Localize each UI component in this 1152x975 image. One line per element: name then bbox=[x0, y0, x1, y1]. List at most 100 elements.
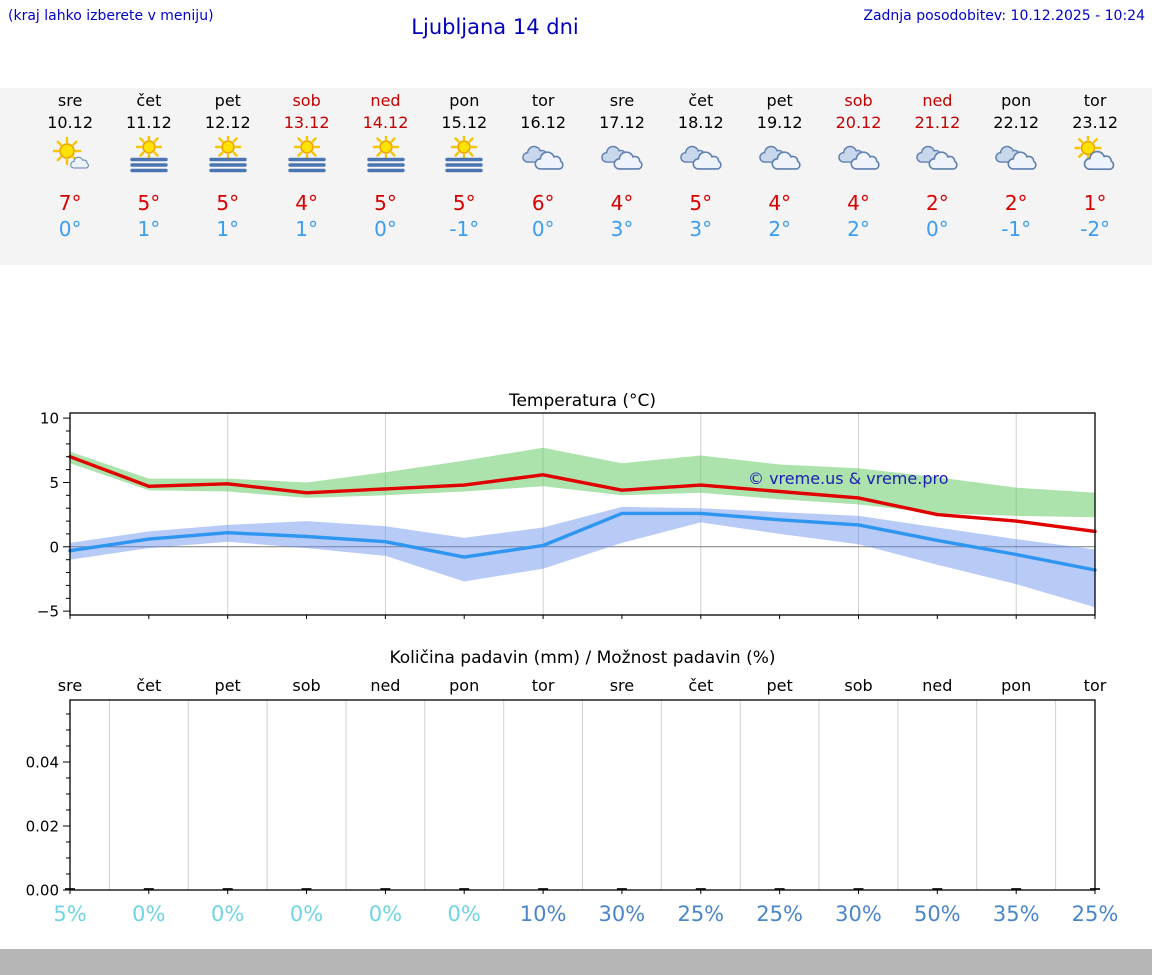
day-name: pet bbox=[214, 91, 241, 110]
low-temp: 0° bbox=[58, 217, 82, 241]
day-name: ned bbox=[922, 91, 953, 110]
cloudy-icon bbox=[977, 136, 1056, 182]
precip-probability: 0% bbox=[211, 902, 245, 926]
day-name: pon bbox=[1001, 91, 1032, 110]
forecast-day-column[interactable]: pet 19.12 4° 2° bbox=[740, 90, 819, 242]
svg-text:5: 5 bbox=[49, 474, 59, 492]
precip-probability: 30% bbox=[598, 902, 646, 926]
day-date: 10.12 bbox=[47, 113, 93, 132]
day-date: 18.12 bbox=[677, 113, 724, 132]
precip-probability: 25% bbox=[1071, 902, 1119, 926]
low-temp: 2° bbox=[847, 217, 870, 241]
day-name: pet bbox=[766, 91, 793, 110]
high-temp: 5° bbox=[374, 191, 397, 215]
mostly-sunny-icon bbox=[31, 136, 110, 182]
forecast-day-column[interactable]: pon 22.12 2° -1° bbox=[977, 90, 1056, 242]
precip-day-label: sre bbox=[609, 676, 635, 695]
day-date: 11.12 bbox=[125, 113, 172, 132]
precip-day-label: čet bbox=[136, 676, 162, 695]
forecast-day-column[interactable]: sob 13.12 4° 1° bbox=[267, 90, 346, 242]
day-name: sre bbox=[57, 91, 83, 110]
high-temp: 7° bbox=[58, 191, 82, 215]
precipitation-chart: 0.00 0.02 0.04 bbox=[26, 699, 1100, 900]
day-date: 21.12 bbox=[914, 113, 961, 132]
forecast-day-column[interactable]: čet 18.12 5° 3° bbox=[661, 90, 740, 242]
day-name: ned bbox=[370, 91, 401, 110]
menu-note: (kraj lahko izberete v meniju) bbox=[8, 8, 214, 24]
day-date: 14.12 bbox=[362, 113, 409, 132]
precip-probability: 50% bbox=[913, 902, 961, 926]
precip-day-label: ned bbox=[922, 676, 953, 695]
sun-fog-icon bbox=[267, 136, 346, 182]
cloudy-icon bbox=[819, 136, 898, 182]
cloudy-icon bbox=[661, 136, 740, 182]
precip-day-label: sob bbox=[844, 676, 873, 695]
low-temp: -1° bbox=[1001, 217, 1032, 241]
day-date: 13.12 bbox=[283, 113, 330, 132]
day-date: 16.12 bbox=[520, 113, 567, 132]
high-temp: 5° bbox=[137, 191, 161, 215]
bottom-bar bbox=[0, 949, 1152, 975]
day-name: tor bbox=[1083, 91, 1107, 110]
precip-day-label: pon bbox=[449, 676, 480, 695]
precip-day-label: pet bbox=[766, 676, 793, 695]
watermark: © vreme.us & vreme.pro bbox=[748, 469, 949, 488]
svg-text:0.00: 0.00 bbox=[26, 882, 59, 900]
forecast-day-column[interactable]: ned 14.12 5° 0° bbox=[346, 90, 425, 242]
cloudy-icon bbox=[740, 136, 819, 182]
day-name: sre bbox=[609, 91, 635, 110]
day-date: 23.12 bbox=[1072, 113, 1118, 132]
cloudy-icon bbox=[583, 136, 662, 182]
forecast-day-column[interactable]: tor 16.12 6° 0° bbox=[504, 90, 583, 242]
svg-text:0.04: 0.04 bbox=[26, 754, 59, 772]
forecast-strip: sre 10.12 7° 0° čet 11.12 5° 1° pet 12.12 5° 1° sob 1… bbox=[0, 88, 1152, 265]
low-temp: 0° bbox=[374, 217, 397, 241]
cloudy-icon bbox=[504, 136, 583, 182]
forecast-day-column[interactable]: sre 10.12 7° 0° bbox=[31, 90, 110, 242]
sun-fog-icon bbox=[425, 136, 504, 182]
day-date: 19.12 bbox=[756, 113, 803, 132]
day-name: čet bbox=[136, 91, 162, 110]
forecast-day-column[interactable]: ned 21.12 2° 0° bbox=[898, 90, 977, 242]
precipitation-chart-title: Količina padavin (mm) / Možnost padavin … bbox=[389, 648, 776, 668]
precip-probability: 0% bbox=[368, 902, 403, 926]
low-temp: 1° bbox=[137, 217, 161, 241]
sun-fog-icon bbox=[109, 136, 188, 182]
svg-text:0: 0 bbox=[49, 538, 59, 556]
low-temp: 0° bbox=[926, 217, 949, 241]
forecast-day-column[interactable]: sre 17.12 4° 3° bbox=[583, 90, 662, 242]
svg-text:−5: −5 bbox=[37, 603, 59, 621]
partly-cloudy-icon bbox=[1056, 136, 1135, 182]
high-temp: 6° bbox=[531, 191, 555, 215]
high-temp: 5° bbox=[689, 191, 713, 215]
precip-probability: 0% bbox=[132, 902, 166, 926]
high-temp: 4° bbox=[847, 191, 870, 215]
forecast-day-column[interactable]: pet 12.12 5° 1° bbox=[188, 90, 267, 242]
svg-text:0.02: 0.02 bbox=[26, 818, 59, 836]
precip-day-label: čet bbox=[688, 676, 714, 695]
day-name: pon bbox=[449, 91, 480, 110]
day-name: sob bbox=[292, 91, 321, 110]
precip-probability: 35% bbox=[992, 902, 1040, 926]
forecast-day-column[interactable]: čet 11.12 5° 1° bbox=[109, 90, 188, 242]
page-title: Ljubljana 14 dni bbox=[411, 15, 579, 39]
forecast-day-column[interactable]: sob 20.12 4° 2° bbox=[819, 90, 898, 242]
high-temp: 4° bbox=[768, 191, 792, 215]
temperature-chart: −5 0 5 10 © vreme.us & vreme.pro bbox=[37, 410, 1097, 621]
precip-day-label: sob bbox=[292, 676, 321, 695]
day-date: 20.12 bbox=[835, 113, 882, 132]
svg-text:10: 10 bbox=[40, 410, 59, 428]
sun-fog-icon bbox=[188, 136, 267, 182]
day-name: čet bbox=[688, 91, 714, 110]
day-date: 22.12 bbox=[993, 113, 1040, 132]
low-temp: 1° bbox=[295, 217, 318, 241]
forecast-day-column[interactable]: tor 23.12 1° -2° bbox=[1056, 90, 1135, 242]
low-temp: -2° bbox=[1080, 217, 1111, 241]
day-date: 17.12 bbox=[599, 113, 645, 132]
precip-day-label: pon bbox=[1001, 676, 1032, 695]
day-name: tor bbox=[531, 91, 555, 110]
low-temp: 0° bbox=[531, 217, 555, 241]
high-temp: 5° bbox=[452, 191, 476, 215]
forecast-day-column[interactable]: pon 15.12 5° -1° bbox=[425, 90, 504, 242]
